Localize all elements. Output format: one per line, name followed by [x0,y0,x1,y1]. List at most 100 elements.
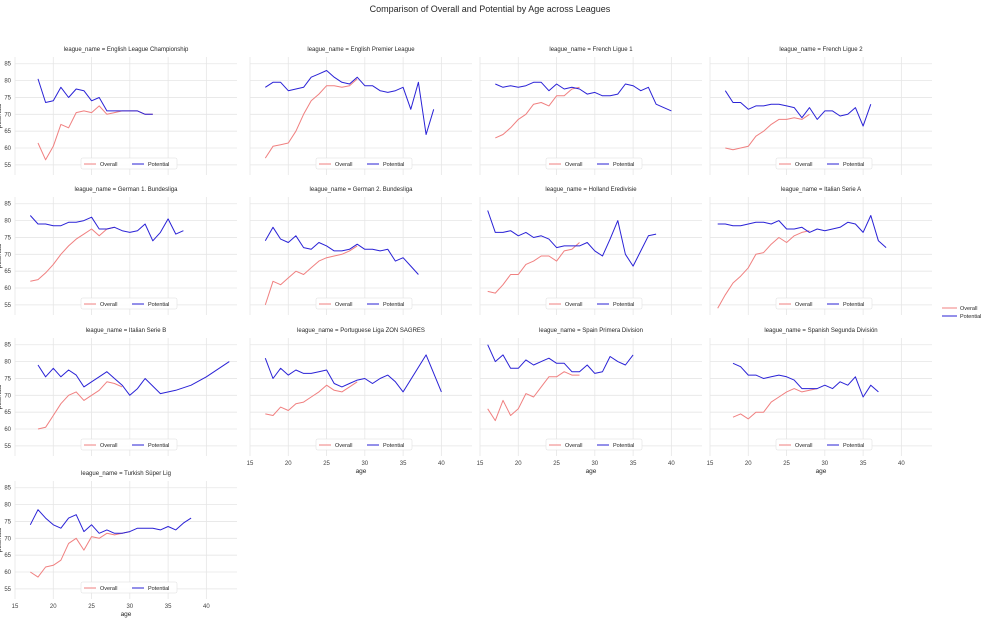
panel-legend-box [315,157,413,170]
panel-legend-label: Overall [565,162,582,168]
x-tick-label: 15 [247,461,254,467]
overall-line [732,388,818,420]
panel-title: league_name = German 1. Bundesliga [75,187,179,193]
panel-legend-label: Potential [843,302,864,308]
panel-title: league_name = English League Championshi… [64,47,189,53]
panels-group: league_name = English League Championshi… [0,47,932,618]
potential-line [29,215,184,242]
x-tick-label: 30 [591,461,598,467]
panel-legend: Overall Potential [545,438,643,451]
panel-title: league_name = Holland Eredivisie [545,187,637,193]
panel-legend: Overall Potential [80,438,178,451]
y-tick-label: 55 [4,303,11,309]
panel-title: league_name = German 2. Bundesliga [310,187,414,193]
panel-legend-box [775,297,873,310]
x-tick-label: 25 [783,461,790,467]
x-tick-label: 40 [203,604,210,610]
y-tick-label: 75 [4,95,11,101]
potential-line [487,210,657,267]
x-axis-label: age [121,611,132,618]
panel-legend-box [545,297,643,310]
panel-legend-label: Overall [335,443,352,449]
figure-legend-label: Potential [960,314,981,320]
y-axis-label: potential [0,103,3,128]
overall-line [717,230,810,309]
overall-line [487,371,580,422]
x-tick-label: 25 [553,461,560,467]
y-tick-label: 85 [4,202,11,208]
panel-legend: Overall Potential [80,581,178,594]
panel-legend-label: Overall [795,302,812,308]
panel-legend-box [80,438,178,451]
overall-line [725,113,810,151]
y-tick-label: 75 [4,235,11,241]
panel-title: league_name = French Ligue 2 [779,47,863,53]
overall-line [37,381,123,430]
x-tick-label: 15 [12,604,19,610]
y-axis-label: potential [0,527,3,552]
panel-legend-box [315,297,413,310]
overall-line [30,531,130,578]
x-axis-label: age [586,468,597,475]
y-axis-label: potential [0,384,3,409]
potential-line [724,90,872,127]
x-tick-label: 35 [630,461,637,467]
overall-line [265,381,358,416]
panel-legend-label: Overall [100,162,117,168]
y-axis-label: potential [0,243,3,268]
figure-legend: Overall Potential [942,306,981,320]
x-tick-label: 35 [400,461,407,467]
panel-legend-label: Overall [100,586,117,592]
panel-legend-label: Potential [843,443,864,449]
panel-title: league_name = Italian Serie B [86,328,167,334]
panel-legend-label: Potential [613,162,634,168]
y-tick-label: 55 [4,444,11,450]
panel-legend: Overall Potential [315,297,413,310]
facet-panel: league_name = German 2. Bundesliga Overal… [249,187,472,315]
overall-line [264,245,358,306]
panel-legend-label: Overall [335,162,352,168]
panel-legend: Overall Potential [775,297,873,310]
facet-panel: league_name = French Ligue 1 Overall Poten… [479,47,702,175]
x-tick-label: 20 [285,461,292,467]
figure-legend-label: Overall [960,306,977,312]
potential-line [264,354,442,393]
panel-legend-label: Overall [100,302,117,308]
panel-legend-label: Overall [795,443,812,449]
y-tick-label: 85 [4,62,11,68]
facet-panel: league_name = Spain Primera Division 15 20… [477,328,702,475]
panel-legend-label: Potential [383,443,404,449]
y-tick-label: 70 [4,112,11,118]
facet-panel: league_name = German 1. Bundesliga 55 60 65… [0,187,237,315]
panel-legend: Overall Potential [775,438,873,451]
panel-legend: Overall Potential [545,157,643,170]
potential-line [717,215,887,248]
facet-panel: league_name = Italian Serie B 55 60 65 70 75 8… [0,328,237,456]
panel-legend: Overall Potential [315,157,413,170]
x-tick-label: 35 [860,461,867,467]
panel-legend: Overall Potential [545,297,643,310]
panel-title: league_name = English Premier League [307,47,415,53]
x-tick-label: 25 [88,604,95,610]
panel-legend-label: Overall [795,162,812,168]
panel-legend-box [545,157,643,170]
potential-line [732,362,879,398]
panel-legend-label: Potential [843,162,864,168]
facet-panel: league_name = Spanish Segunda División 15… [707,328,932,475]
panel-legend: Overall Potential [80,297,178,310]
x-tick-label: 20 [515,461,522,467]
facet-panel: league_name = Italian Serie A Overall Pote… [709,187,932,315]
x-tick-label: 35 [165,604,172,610]
x-tick-label: 30 [821,461,828,467]
potential-line [265,70,435,135]
panel-legend-label: Potential [383,302,404,308]
panel-legend: Overall Potential [315,438,413,451]
panel-title: league_name = Spanish Segunda División [764,328,877,334]
x-tick-label: 20 [745,461,752,467]
potential-line [37,78,153,115]
facet-panel: league_name = English Premier League Over… [249,47,472,175]
y-tick-label: 80 [4,219,11,225]
panel-legend-label: Overall [565,443,582,449]
y-tick-label: 60 [4,286,11,292]
facet-panel: league_name = Portuguese Liga ZON SAGRES… [247,328,472,475]
